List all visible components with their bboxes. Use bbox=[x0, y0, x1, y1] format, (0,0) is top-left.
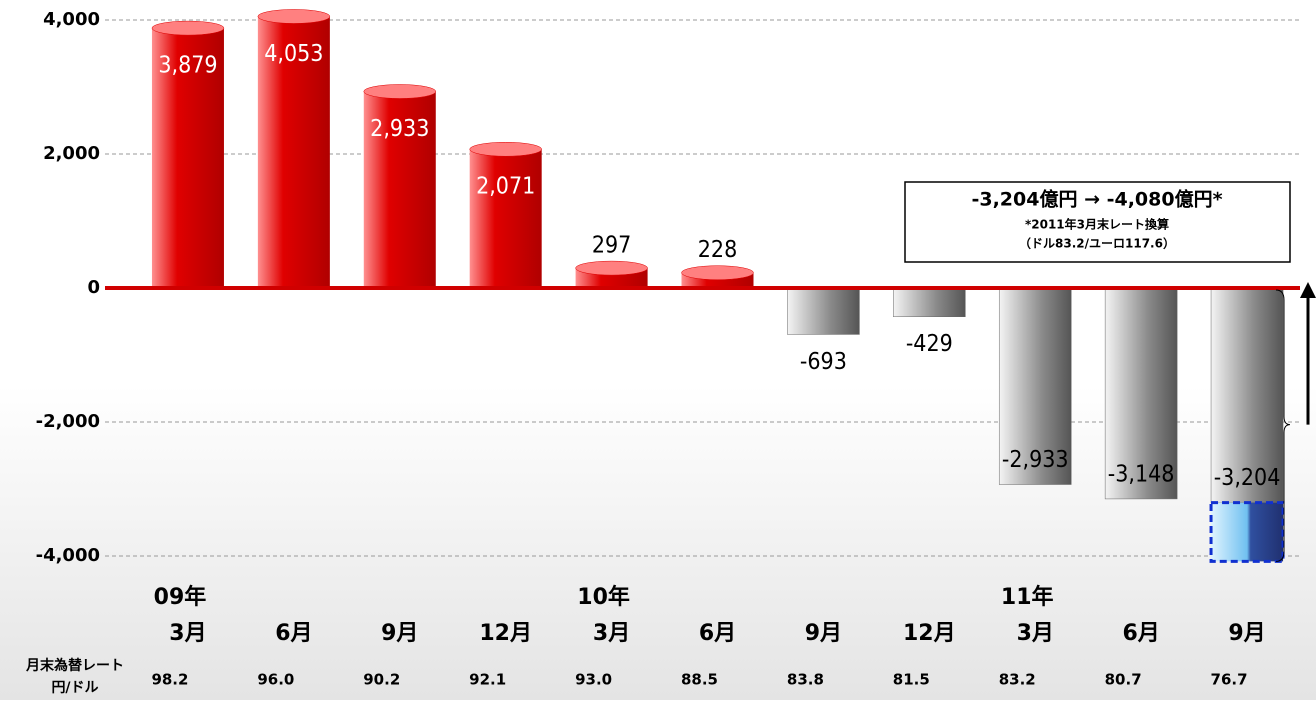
bar-cap bbox=[575, 260, 648, 276]
annotation-box bbox=[904, 181, 1291, 263]
rate-value: 98.2 bbox=[151, 671, 188, 689]
x-tick-label: 3月 bbox=[593, 621, 630, 646]
x-year-label: 11年 bbox=[1001, 584, 1054, 610]
rate-value: 80.7 bbox=[1105, 671, 1142, 689]
x-tick-label: 6月 bbox=[1122, 621, 1159, 646]
data-label: -429 bbox=[906, 331, 953, 357]
x-tick-label: 12月 bbox=[479, 621, 532, 646]
rate-label: 円/ドル bbox=[51, 680, 98, 696]
data-label: 297 bbox=[592, 233, 632, 259]
bar bbox=[893, 287, 966, 317]
data-label: -3,148 bbox=[1108, 461, 1175, 487]
rate-value: 83.2 bbox=[999, 671, 1036, 689]
rate-value: 92.1 bbox=[469, 671, 506, 689]
x-tick-label: 9月 bbox=[805, 621, 842, 646]
bar bbox=[363, 91, 436, 288]
data-label: 2,933 bbox=[370, 116, 429, 142]
data-label: 228 bbox=[698, 237, 738, 263]
rate-value: 88.5 bbox=[681, 671, 718, 689]
bar-cap bbox=[257, 9, 331, 24]
bar bbox=[257, 16, 330, 288]
bar-cap bbox=[151, 20, 225, 36]
y-tick-label: -2,000 bbox=[36, 411, 100, 432]
x-tick-label: 12月 bbox=[903, 621, 956, 646]
data-label: 4,053 bbox=[264, 41, 323, 67]
data-label: 3,879 bbox=[158, 53, 217, 79]
rate-value: 76.7 bbox=[1211, 671, 1248, 689]
bar bbox=[1210, 287, 1284, 503]
bar-cap bbox=[363, 84, 437, 99]
rate-label: 月末為替レート bbox=[25, 657, 124, 674]
data-label: -3,204 bbox=[1214, 465, 1281, 491]
x-tick-label: 6月 bbox=[699, 621, 736, 646]
bar bbox=[998, 287, 1072, 485]
rate-value: 93.0 bbox=[575, 671, 612, 689]
y-tick-label: 4,000 bbox=[43, 9, 100, 30]
y-tick-label: -4,000 bbox=[36, 545, 100, 566]
data-label: -693 bbox=[800, 349, 847, 375]
data-label: -2,933 bbox=[1002, 447, 1069, 473]
rate-value: 90.2 bbox=[363, 671, 400, 689]
x-year-label: 10年 bbox=[577, 584, 630, 610]
annotation-note: *2011年3月末レート換算 bbox=[1025, 217, 1169, 232]
bar-cap bbox=[469, 141, 542, 157]
data-label: 2,071 bbox=[476, 174, 535, 200]
x-tick-label: 6月 bbox=[275, 621, 312, 646]
plot: -4,000 -2,000 0 2,000 4,000 3,879 09年 3月 98.2 4,0… bbox=[36, 9, 1316, 689]
rate-value: 96.0 bbox=[257, 671, 294, 689]
x-tick-label: 9月 bbox=[381, 621, 418, 646]
x-year-label: 09年 bbox=[154, 584, 207, 610]
bar bbox=[469, 149, 542, 288]
annotation-note: （ドル83.2/ユーロ117.6） bbox=[1019, 236, 1175, 251]
y-tick-label: 0 bbox=[87, 277, 100, 298]
x-tick-label: 3月 bbox=[1017, 621, 1054, 646]
bar bbox=[151, 28, 224, 289]
bar-cap bbox=[681, 265, 754, 280]
x-tick-label: 3月 bbox=[169, 621, 206, 646]
rate-value: 81.5 bbox=[893, 671, 930, 689]
arrow-head bbox=[1300, 282, 1316, 298]
adjusted-bar bbox=[1209, 501, 1285, 563]
x-tick-label: 9月 bbox=[1228, 621, 1265, 646]
annotation-title: -3,204億円 → -4,080億円* bbox=[971, 188, 1222, 211]
rate-value: 83.8 bbox=[787, 671, 824, 689]
brace bbox=[1275, 289, 1291, 562]
y-tick-label: 2,000 bbox=[43, 143, 100, 164]
bar bbox=[787, 287, 860, 335]
